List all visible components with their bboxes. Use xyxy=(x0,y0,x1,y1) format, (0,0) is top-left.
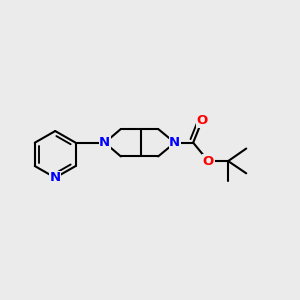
Text: O: O xyxy=(203,154,214,168)
Text: N: N xyxy=(50,171,61,184)
Text: O: O xyxy=(196,114,208,127)
Text: N: N xyxy=(99,136,110,149)
Text: N: N xyxy=(169,136,180,149)
